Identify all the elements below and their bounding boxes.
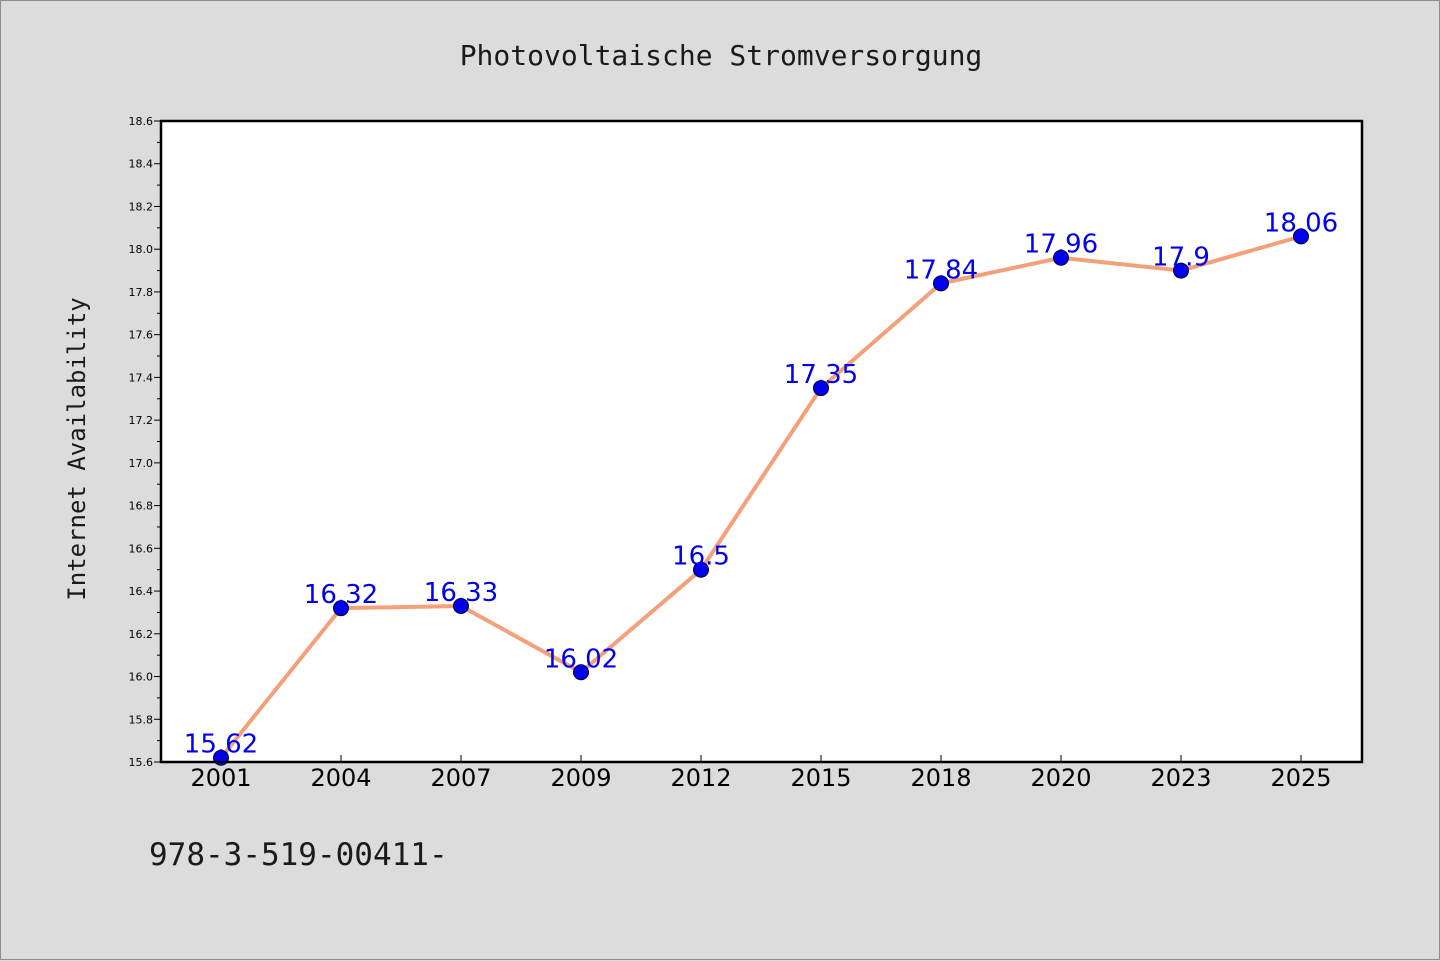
y-tick-label: 16.4 (129, 585, 154, 598)
footnote-text: 978-3-519-00411- (149, 837, 448, 873)
y-tick-label: 15.8 (129, 713, 154, 726)
data-point (573, 664, 589, 681)
x-tick-label: 2001 (190, 764, 251, 792)
data-label: 16.33 (424, 578, 498, 608)
y-tick-label: 17.4 (129, 371, 154, 384)
y-tick-label: 18.6 (129, 115, 154, 128)
series-line-group: 15.62 16.32 16.33 16.02 16.5 17.35 17.84 17.96 1… (184, 208, 1338, 766)
data-label: 17.9 (1152, 243, 1210, 273)
y-tick-label: 18.0 (129, 243, 154, 256)
y-tick-label: 18.4 (129, 158, 154, 171)
x-tick-label: 2012 (670, 764, 731, 792)
data-label: 16.5 (672, 542, 730, 572)
data-point (1053, 249, 1069, 266)
data-label: 17.84 (904, 255, 978, 285)
y-tick-label: 16.8 (129, 500, 154, 513)
data-point (933, 275, 949, 292)
x-tick-label: 2004 (310, 764, 371, 792)
data-label: 17.96 (1024, 230, 1098, 260)
data-label: 18.06 (1264, 208, 1338, 238)
data-label: 16.02 (544, 644, 618, 674)
series-line (219, 234, 1302, 759)
data-label: 16.32 (304, 580, 378, 610)
x-tick-label: 2007 (430, 764, 491, 792)
data-label: 15.62 (184, 730, 258, 760)
x-tick-label: 2015 (790, 764, 851, 792)
y-tick-label: 17.8 (129, 286, 154, 299)
data-point (693, 561, 709, 578)
data-point (1293, 228, 1309, 245)
x-tick-label: 2020 (1030, 764, 1091, 792)
y-tick-label: 15.6 (129, 756, 154, 769)
y-tick-label: 17.0 (129, 457, 154, 470)
axes: 15.6 15.8 16.0 16.2 16.4 16.6 16.8 17.0 17.2 17.4… (129, 115, 1332, 792)
x-tick-label: 2023 (1150, 764, 1211, 792)
y-tick-label: 17.2 (129, 414, 154, 427)
data-point (453, 598, 469, 615)
y-axis-label: Internet Availability (63, 297, 91, 600)
y-tick-label: 16.6 (129, 542, 154, 555)
x-tick-label: 2018 (910, 764, 971, 792)
data-point (813, 380, 829, 397)
x-tick-label: 2025 (1270, 764, 1331, 792)
plot-area (161, 121, 1362, 762)
x-tick-label: 2009 (550, 764, 611, 792)
data-label: 17.35 (784, 360, 858, 390)
data-point (1173, 262, 1189, 279)
chart-title: Photovoltaische Stromversorgung (460, 39, 983, 72)
y-tick-label: 17.6 (129, 329, 154, 342)
y-tick-label: 18.2 (129, 200, 154, 213)
plot-frame (159, 119, 1364, 764)
data-point (333, 600, 349, 617)
y-tick-label: 16.0 (129, 671, 154, 684)
y-tick-label: 16.2 (129, 628, 154, 641)
